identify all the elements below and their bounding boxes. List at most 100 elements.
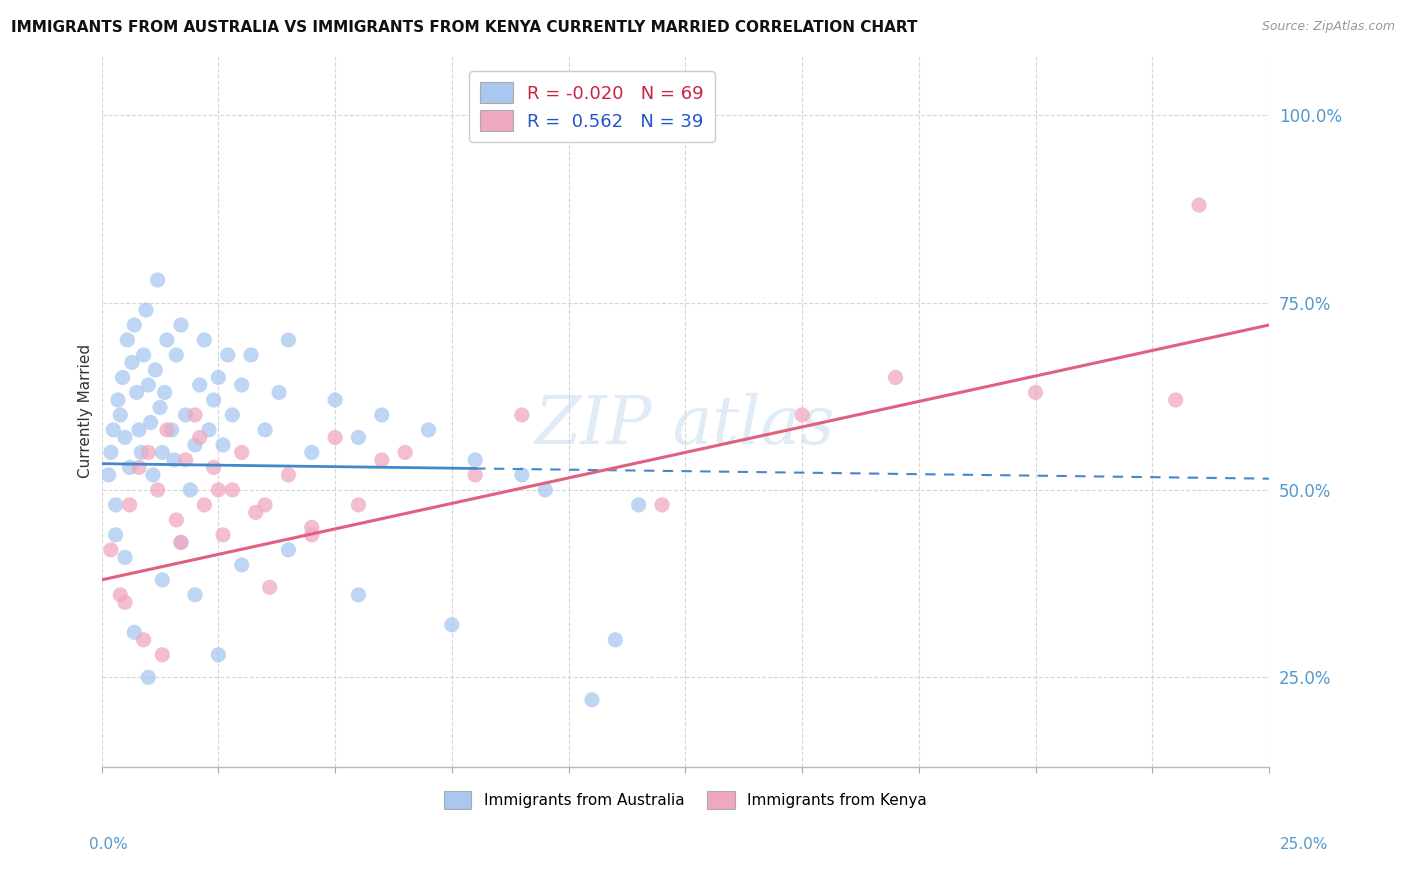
Point [207,648,229,662]
Point [221,408,243,422]
Point [114,595,136,609]
Point [124,318,146,332]
Y-axis label: Currently Married: Currently Married [79,344,93,478]
Text: IMMIGRANTS FROM AUSTRALIA VS IMMIGRANTS FROM KENYA CURRENTLY MARRIED CORRELATION: IMMIGRANTS FROM AUSTRALIA VS IMMIGRANTS … [11,20,918,35]
Point [111,370,134,384]
Point [136,445,159,459]
Point [174,408,197,422]
Point [184,588,207,602]
Point [267,385,290,400]
Point [156,333,179,347]
Point [212,438,235,452]
Point [149,401,172,415]
Point [202,392,225,407]
Point [128,423,150,437]
Point [605,632,627,647]
Point [121,355,143,369]
Point [259,580,281,594]
Point [301,445,323,459]
Text: 0.0%: 0.0% [89,838,128,852]
Point [136,670,159,684]
Point [534,483,557,497]
Point [221,483,243,497]
Point [347,430,370,444]
Point [184,438,207,452]
Text: Source: ZipAtlas.com: Source: ZipAtlas.com [1261,20,1395,33]
Point [125,385,148,400]
Point [1188,198,1211,212]
Point [651,498,673,512]
Point [170,318,193,332]
Point [202,460,225,475]
Point [188,378,211,392]
Point [110,408,132,422]
Point [198,423,221,437]
Point [212,528,235,542]
Point [627,498,650,512]
Point [510,408,533,422]
Point [165,513,187,527]
Point [231,445,253,459]
Point [1164,392,1187,407]
Point [174,453,197,467]
Point [301,520,323,534]
Point [170,535,193,549]
Point [150,648,173,662]
Point [254,423,277,437]
Text: ZIP atlas: ZIP atlas [536,392,835,458]
Point [129,445,152,459]
Point [347,498,370,512]
Point [323,392,346,407]
Point [146,483,169,497]
Point [371,453,394,467]
Point [245,505,267,519]
Point [207,483,229,497]
Point [104,498,127,512]
Point [347,588,370,602]
Point [136,378,159,392]
Point [231,558,253,572]
Point [107,392,129,407]
Point [510,467,533,482]
Point [143,363,166,377]
Point [1025,385,1047,400]
Point [277,333,299,347]
Point [160,423,183,437]
Point [110,588,132,602]
Point [114,550,136,565]
Point [440,617,463,632]
Point [217,348,239,362]
Point [418,423,440,437]
Text: 25.0%: 25.0% [1281,838,1329,852]
Point [128,460,150,475]
Point [104,528,127,542]
Legend: Immigrants from Australia, Immigrants from Kenya: Immigrants from Australia, Immigrants fr… [436,784,935,816]
Point [103,423,125,437]
Point [132,348,155,362]
Point [150,445,173,459]
Point [142,467,165,482]
Point [165,348,187,362]
Point [323,430,346,444]
Point [277,467,299,482]
Point [124,625,146,640]
Point [179,483,201,497]
Point [464,467,486,482]
Point [790,408,813,422]
Point [156,423,179,437]
Point [301,528,323,542]
Point [277,542,299,557]
Point [394,445,416,459]
Point [193,498,215,512]
Point [100,445,122,459]
Point [884,370,907,384]
Point [150,573,173,587]
Point [188,430,211,444]
Point [97,467,120,482]
Point [207,370,229,384]
Point [371,408,394,422]
Point [464,453,486,467]
Point [118,498,141,512]
Point [581,693,603,707]
Point [100,542,122,557]
